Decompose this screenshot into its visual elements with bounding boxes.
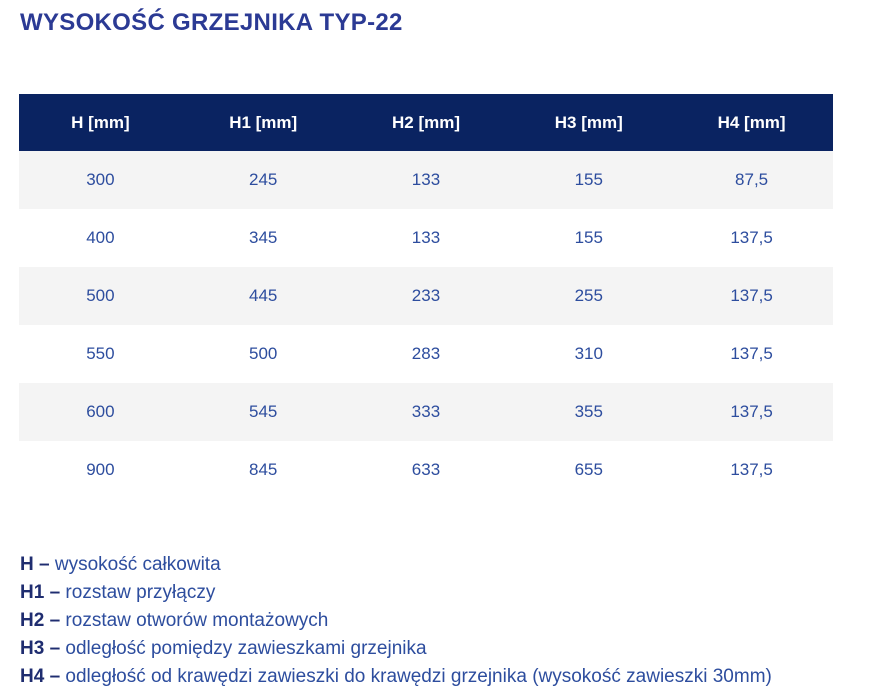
legend-definition: wysokość całkowita — [54, 554, 221, 575]
table-cell: 137,5 — [670, 325, 833, 383]
table-cell: 245 — [181, 151, 345, 209]
legend-line-h: H – wysokość całkowita — [20, 551, 870, 579]
legend-definition: odległość pomiędzy zawieszkami grzejnika — [65, 638, 427, 659]
column-header-h: H [mm] — [19, 94, 182, 151]
column-header-h3: H3 [mm] — [507, 94, 671, 151]
table-cell: 655 — [507, 441, 671, 499]
dimension-legend: H – wysokość całkowita H1 – rozstaw przy… — [20, 551, 870, 691]
table-cell: 155 — [507, 151, 671, 209]
legend-definition: rozstaw otworów montażowych — [65, 610, 329, 631]
legend-term: H2 – — [20, 610, 61, 631]
legend-line-h4: H4 – odległość od krawędzi zawieszki do … — [20, 663, 870, 691]
table-body: 300 245 133 155 87,5 400 345 133 155 137… — [19, 151, 833, 499]
table-cell: 283 — [344, 325, 508, 383]
legend-definition: odległość od krawędzi zawieszki do krawę… — [65, 666, 772, 687]
column-header-h2: H2 [mm] — [344, 94, 508, 151]
legend-term: H3 – — [20, 638, 61, 659]
legend-line-h3: H3 – odległość pomiędzy zawieszkami grze… — [20, 635, 870, 663]
table-cell: 133 — [344, 209, 508, 267]
table-cell: 545 — [181, 383, 345, 441]
table-cell: 333 — [344, 383, 508, 441]
table-cell: 137,5 — [670, 209, 833, 267]
radiator-height-table: H [mm] H1 [mm] H2 [mm] H3 [mm] H4 [mm] 3… — [19, 94, 833, 499]
table-cell: 137,5 — [670, 267, 833, 325]
table-row: 900 845 633 655 137,5 — [19, 441, 833, 499]
table-cell: 233 — [344, 267, 508, 325]
table-cell: 500 — [19, 267, 182, 325]
table-cell: 155 — [507, 209, 671, 267]
table-cell: 550 — [19, 325, 182, 383]
table-cell: 137,5 — [670, 441, 833, 499]
table-cell: 633 — [344, 441, 508, 499]
table-row: 400 345 133 155 137,5 — [19, 209, 833, 267]
legend-term: H4 – — [20, 666, 61, 687]
legend-term: H – — [20, 554, 50, 575]
table-cell: 87,5 — [670, 151, 833, 209]
table-cell: 300 — [19, 151, 182, 209]
table-cell: 355 — [507, 383, 671, 441]
table-cell: 845 — [181, 441, 345, 499]
legend-line-h2: H2 – rozstaw otworów montażowych — [20, 607, 870, 635]
table-cell: 137,5 — [670, 383, 833, 441]
table-row: 550 500 283 310 137,5 — [19, 325, 833, 383]
column-header-h4: H4 [mm] — [670, 94, 833, 151]
table-cell: 445 — [181, 267, 345, 325]
table-cell: 310 — [507, 325, 671, 383]
table-cell: 900 — [19, 441, 182, 499]
header-row: H [mm] H1 [mm] H2 [mm] H3 [mm] H4 [mm] — [19, 94, 833, 151]
table-cell: 255 — [507, 267, 671, 325]
table-cell: 133 — [344, 151, 508, 209]
column-header-h1: H1 [mm] — [181, 94, 345, 151]
table-row: 300 245 133 155 87,5 — [19, 151, 833, 209]
page-title: WYSOKOŚĆ GRZEJNIKA TYP-22 — [20, 9, 403, 36]
table-cell: 500 — [181, 325, 345, 383]
legend-term: H1 – — [20, 582, 61, 603]
legend-definition: rozstaw przyłączy — [65, 582, 216, 603]
table-cell: 600 — [19, 383, 182, 441]
table-row: 600 545 333 355 137,5 — [19, 383, 833, 441]
table-header: H [mm] H1 [mm] H2 [mm] H3 [mm] H4 [mm] — [19, 94, 833, 151]
table-row: 500 445 233 255 137,5 — [19, 267, 833, 325]
table-cell: 345 — [181, 209, 345, 267]
legend-line-h1: H1 – rozstaw przyłączy — [20, 579, 870, 607]
table-cell: 400 — [19, 209, 182, 267]
